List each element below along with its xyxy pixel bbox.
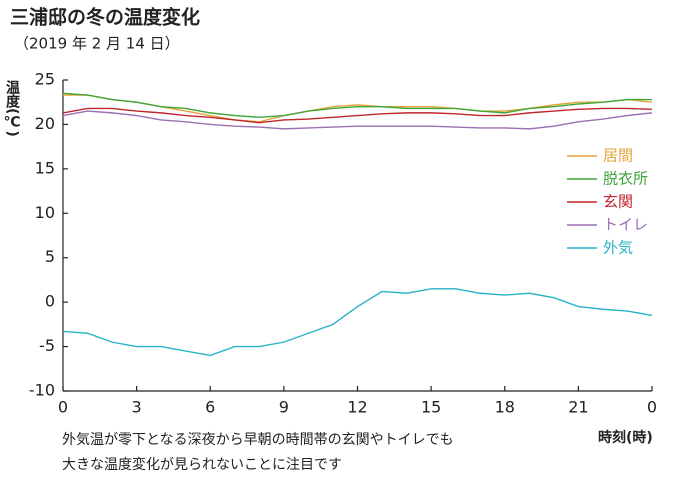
chart-subtitle: （2019 年 2 月 14 日） bbox=[14, 35, 180, 53]
annotation: 外気温が零下となる深夜から早朝の時間帯の玄関やトイレでも bbox=[62, 431, 454, 448]
legend-label: 外気 bbox=[603, 239, 633, 257]
series-line bbox=[62, 110, 653, 130]
x-tick-label: 15 bbox=[421, 398, 441, 417]
legend-label: 脱衣所 bbox=[603, 170, 648, 188]
legend-label: トイレ bbox=[603, 216, 648, 234]
y-tick-label: 5 bbox=[45, 247, 55, 266]
y-tick-label: 25 bbox=[35, 70, 55, 89]
legend-label: 玄関 bbox=[603, 193, 633, 211]
series-line bbox=[62, 107, 653, 124]
y-tick-label: -10 bbox=[29, 381, 55, 400]
y-tick-label: 0 bbox=[45, 292, 55, 311]
y-tick-label: 20 bbox=[35, 114, 55, 133]
x-tick-label: 0 bbox=[58, 398, 68, 417]
y-axis-label: 温度(℃) bbox=[3, 80, 20, 137]
y-tick-label: 10 bbox=[35, 203, 55, 222]
x-tick-label: 12 bbox=[347, 398, 367, 417]
y-tick-label: -5 bbox=[39, 336, 55, 355]
chart-title: 三浦邸の冬の温度変化 bbox=[10, 6, 200, 29]
annotation: 大きな温度変化が見られないことに注目です bbox=[62, 456, 342, 473]
x-tick-label: 21 bbox=[568, 398, 588, 417]
x-tick-label: 3 bbox=[132, 398, 142, 417]
x-tick-label: 9 bbox=[279, 398, 289, 417]
legend-label: 居間 bbox=[603, 147, 633, 165]
x-axis-label: 時刻(時) bbox=[598, 429, 653, 446]
x-tick-label: 0 bbox=[647, 398, 657, 417]
x-tick-label: 6 bbox=[205, 398, 215, 417]
y-tick-label: 15 bbox=[35, 158, 55, 177]
series-line bbox=[62, 92, 652, 119]
series-line bbox=[62, 288, 653, 357]
x-tick-label: 18 bbox=[495, 398, 515, 417]
